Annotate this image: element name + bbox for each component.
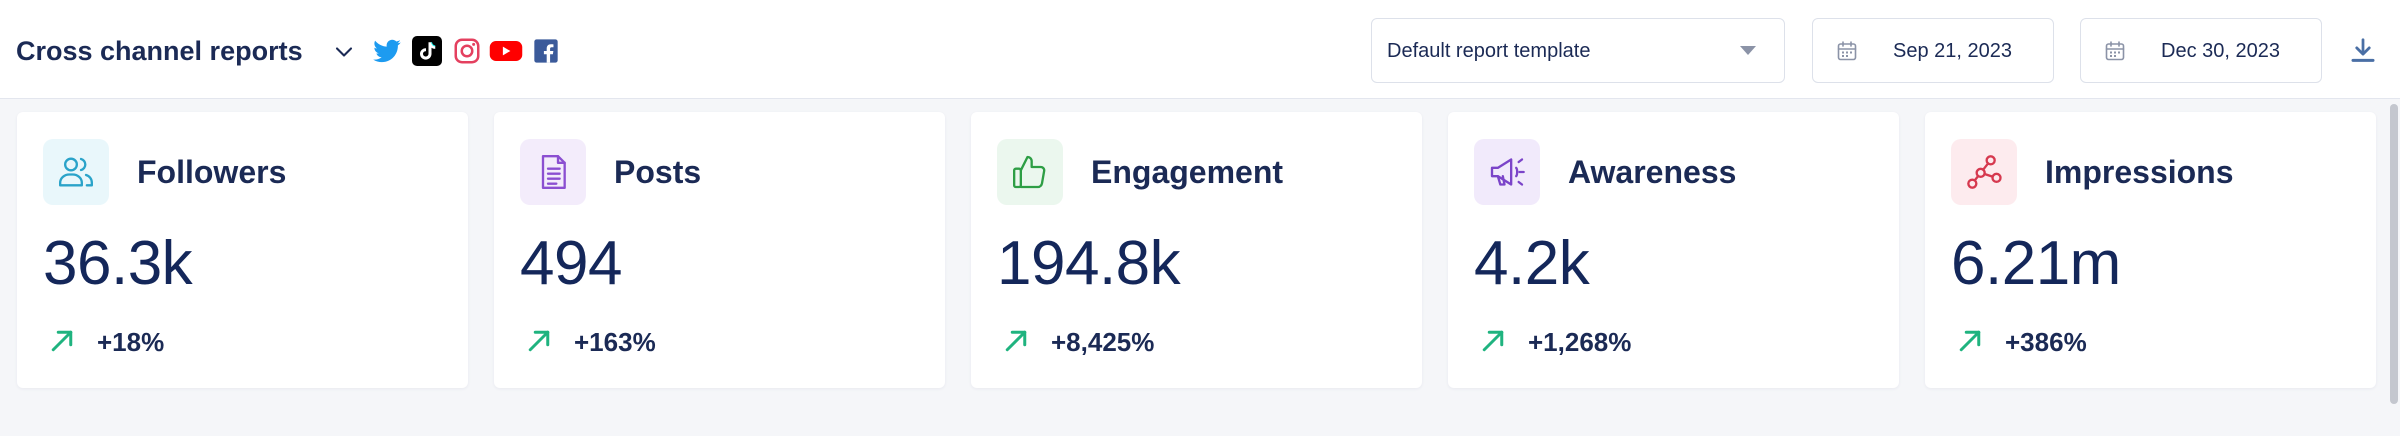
chevron-down-icon[interactable] xyxy=(330,38,358,66)
metric-label: Awareness xyxy=(1568,154,1737,190)
download-icon[interactable] xyxy=(2348,36,2378,66)
youtube-icon[interactable] xyxy=(488,36,524,66)
metric-card-engagement[interactable]: Engagement 194.8k +8,425% xyxy=(971,112,1422,388)
megaphone-icon xyxy=(1490,158,1525,186)
metric-value: 494 xyxy=(520,229,622,298)
end-date-picker[interactable]: Dec 30, 2023 xyxy=(2080,18,2322,83)
posts-icon-box xyxy=(520,139,586,205)
tiktok-icon[interactable] xyxy=(412,36,442,66)
report-template-select[interactable]: Default report template xyxy=(1371,18,1785,83)
metric-change: +1,268% xyxy=(1528,327,1632,357)
report-template-value: Default report template xyxy=(1387,40,1591,62)
instagram-icon[interactable] xyxy=(452,36,482,66)
metric-value: 36.3k xyxy=(43,229,193,298)
metric-change: +163% xyxy=(574,327,656,357)
twitter-icon[interactable] xyxy=(372,36,402,66)
thumbs-up-icon xyxy=(1013,155,1046,189)
calendar-icon xyxy=(1837,41,1857,61)
metric-value: 194.8k xyxy=(997,229,1181,298)
metric-change: +386% xyxy=(2005,327,2087,357)
engagement-icon-box xyxy=(997,139,1063,205)
start-date-picker[interactable]: Sep 21, 2023 xyxy=(1812,18,2054,83)
document-icon xyxy=(541,155,566,189)
users-icon xyxy=(59,157,94,187)
trend-up-arrow-icon xyxy=(1005,330,1027,352)
awareness-icon-box xyxy=(1474,139,1540,205)
report-header: Cross channel reports Default repor xyxy=(0,0,2400,99)
metric-card-followers[interactable]: Followers 36.3k +18% xyxy=(17,112,468,388)
metric-card-impressions[interactable]: Impressions 6.21m +386% xyxy=(1925,112,2376,388)
metric-label: Engagement xyxy=(1091,154,1284,190)
end-date-value: Dec 30, 2023 xyxy=(2161,40,2280,62)
trend-up-arrow-icon xyxy=(1959,330,1981,352)
trend-up-arrow-icon xyxy=(1482,330,1504,352)
metric-value: 6.21m xyxy=(1951,229,2121,298)
facebook-icon[interactable] xyxy=(532,36,560,66)
metric-label: Posts xyxy=(614,154,702,190)
followers-icon-box xyxy=(43,139,109,205)
metric-change: +8,425% xyxy=(1051,327,1155,357)
start-date-value: Sep 21, 2023 xyxy=(1893,40,2012,62)
impressions-icon-box xyxy=(1951,139,2017,205)
calendar-icon xyxy=(2105,41,2125,61)
metric-label: Followers xyxy=(137,154,287,190)
metric-change: +18% xyxy=(97,327,165,357)
caret-down-icon xyxy=(1740,46,1756,55)
metric-card-posts[interactable]: Posts 494 +163% xyxy=(494,112,945,388)
metric-label: Impressions xyxy=(2045,154,2234,190)
metric-card-awareness[interactable]: Awareness 4.2k +1,268% xyxy=(1448,112,1899,388)
scrollbar-thumb[interactable] xyxy=(2390,104,2398,404)
trend-up-arrow-icon xyxy=(51,330,73,352)
metric-value: 4.2k xyxy=(1474,229,1590,298)
page-title: Cross channel reports xyxy=(16,36,303,66)
share-nodes-icon xyxy=(1967,155,2002,189)
trend-up-arrow-icon xyxy=(528,330,550,352)
